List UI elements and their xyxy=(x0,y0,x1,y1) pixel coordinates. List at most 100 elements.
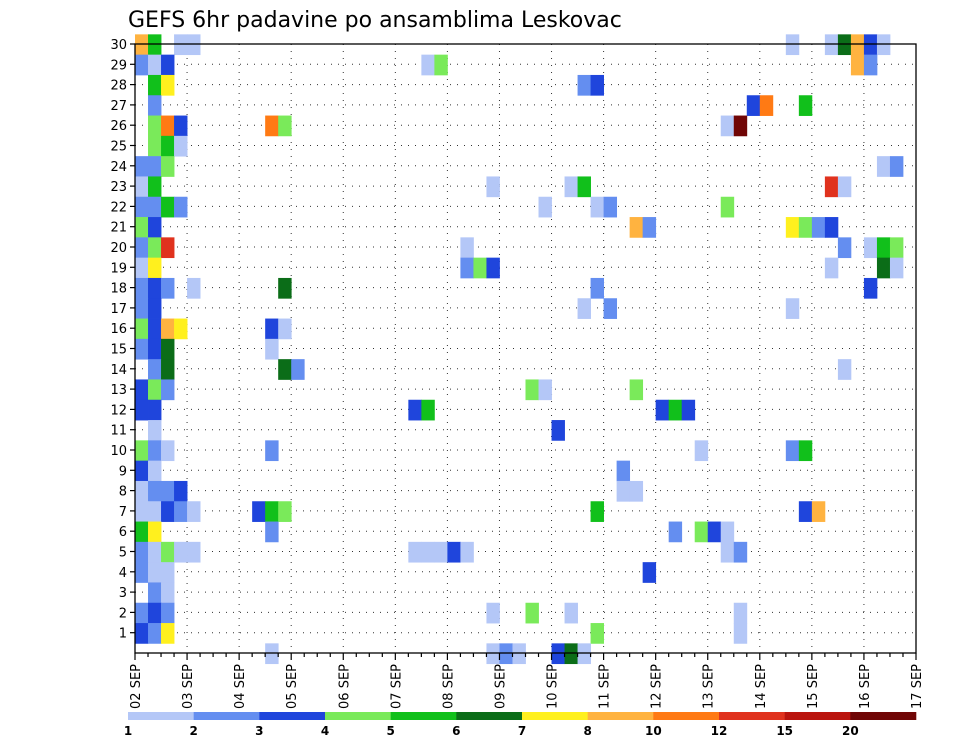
precipitation-cells xyxy=(135,34,904,665)
x-tick-label: 04 SEP xyxy=(233,664,248,709)
precip-cell xyxy=(421,399,435,421)
precip-cell xyxy=(161,359,175,380)
precip-cell xyxy=(668,399,683,421)
precip-cell xyxy=(278,115,292,137)
precip-cell xyxy=(161,277,175,299)
precip-cell xyxy=(174,501,188,522)
precip-cell xyxy=(161,318,175,340)
precip-cell xyxy=(408,399,422,421)
precip-cell xyxy=(135,217,149,238)
precip-cell xyxy=(733,541,748,563)
precip-cell xyxy=(135,237,149,259)
precip-cell xyxy=(265,643,279,665)
precip-cell xyxy=(148,602,162,624)
precip-cell xyxy=(668,521,683,543)
legend-swatch xyxy=(522,712,588,720)
precip-cell xyxy=(278,318,292,340)
grid xyxy=(135,43,916,653)
precip-cell xyxy=(798,95,813,116)
precip-cell xyxy=(135,562,149,583)
precip-cell xyxy=(863,54,878,76)
precip-cell xyxy=(174,34,188,56)
precip-cell xyxy=(161,623,175,644)
precip-cell xyxy=(148,359,162,380)
x-tick-label: 17 SEP xyxy=(910,664,925,709)
precip-cell xyxy=(876,34,891,56)
precip-cell xyxy=(616,480,631,502)
precip-cell xyxy=(616,460,631,482)
precip-cell xyxy=(733,623,748,644)
plot-frame xyxy=(134,43,917,654)
precip-cell xyxy=(148,298,162,319)
precip-cell xyxy=(824,257,839,279)
precip-cell xyxy=(161,237,175,259)
precip-cell xyxy=(694,521,709,543)
y-tick-label: 22 xyxy=(110,200,127,215)
precip-cell xyxy=(525,379,539,401)
x-tick-label: 13 SEP xyxy=(702,664,717,709)
precip-cell xyxy=(642,562,657,583)
legend-label: 12 xyxy=(711,724,728,738)
precip-cell xyxy=(161,562,175,583)
precip-cell xyxy=(746,95,761,116)
precip-cell xyxy=(148,74,162,96)
precip-cell xyxy=(434,54,448,76)
y-tick-label: 10 xyxy=(110,444,127,459)
precip-cell xyxy=(889,257,904,279)
precip-cell xyxy=(850,54,865,76)
precip-cell xyxy=(811,217,826,238)
precip-cell xyxy=(460,237,474,259)
precip-cell xyxy=(135,399,149,421)
precip-cell xyxy=(499,643,513,665)
precip-cell xyxy=(798,217,813,238)
precip-cell xyxy=(512,643,526,665)
precip-cell xyxy=(148,156,162,177)
legend-swatch xyxy=(325,712,391,720)
legend-label: 15 xyxy=(776,724,793,738)
x-tick-label: 08 SEP xyxy=(441,664,456,709)
precip-cell xyxy=(148,54,162,76)
x-tick-label: 09 SEP xyxy=(493,664,508,709)
precip-cell xyxy=(135,379,149,401)
precip-cell xyxy=(720,115,735,137)
precip-cell xyxy=(161,582,175,604)
color-legend: 1 2 3 4 5 6 7 8 10 12 15 20 xyxy=(124,712,917,738)
precip-cell xyxy=(733,115,748,137)
precip-cell xyxy=(733,602,748,624)
precip-cell xyxy=(135,338,149,360)
precip-cell xyxy=(577,176,591,198)
precip-cell xyxy=(148,135,162,157)
x-tick-label: 05 SEP xyxy=(285,664,300,709)
y-tick-label: 27 xyxy=(110,99,127,114)
precip-cell xyxy=(720,521,735,543)
precip-cell xyxy=(291,359,305,380)
precip-cell xyxy=(551,420,565,441)
precip-cell xyxy=(837,34,852,56)
y-tick-label: 3 xyxy=(119,586,127,601)
precip-cell xyxy=(720,196,735,218)
precip-cell xyxy=(590,277,604,299)
precip-cell xyxy=(161,379,175,401)
legend-swatch xyxy=(390,712,457,720)
precip-cell xyxy=(538,196,552,218)
precip-cell xyxy=(564,643,578,665)
precip-cell xyxy=(681,399,696,421)
precip-cell xyxy=(161,135,175,157)
precip-cell xyxy=(135,602,149,624)
precip-cell xyxy=(265,318,279,340)
precip-cell xyxy=(642,217,657,238)
legend-label: 7 xyxy=(518,724,526,738)
y-tick-label: 28 xyxy=(110,79,127,94)
precip-cell xyxy=(473,257,487,279)
y-tick-label: 9 xyxy=(119,464,127,479)
legend-label: 5 xyxy=(386,724,394,738)
precip-cell xyxy=(876,257,891,279)
precip-cell xyxy=(265,440,279,462)
precip-cell xyxy=(577,74,591,96)
precip-cell xyxy=(148,541,162,563)
precip-cell xyxy=(148,460,162,482)
x-axis-ticks: 02 SEP 03 SEP 04 SEP 05 SEP 06 SEP 07 SEP 08 S… xyxy=(129,653,925,709)
precip-cell xyxy=(161,54,175,76)
precip-cell xyxy=(161,196,175,218)
precip-cell xyxy=(161,541,175,563)
